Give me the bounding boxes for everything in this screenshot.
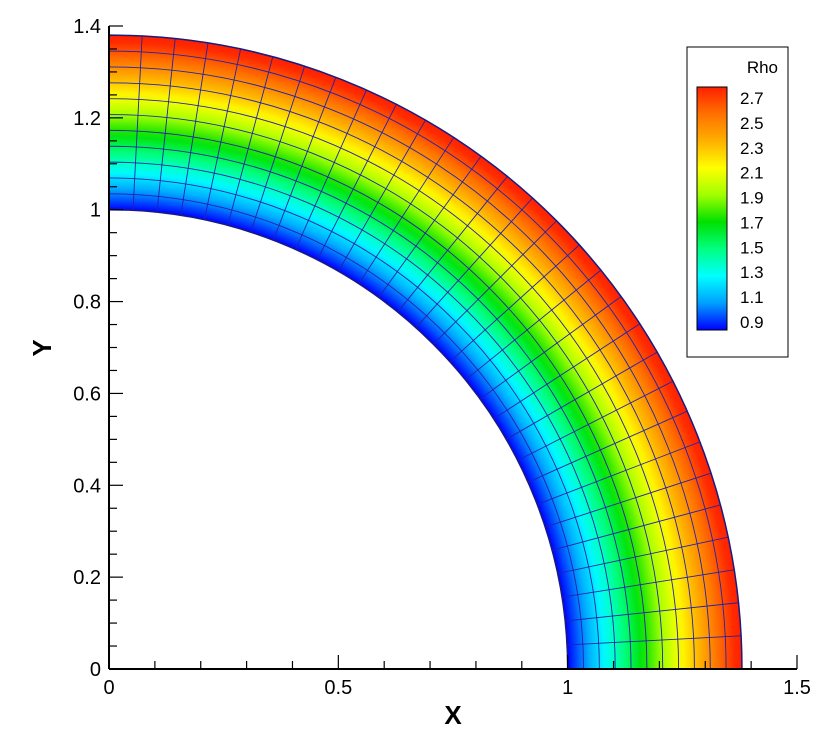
x-tick-labels: 0 0.5 1 1.5 (103, 677, 810, 699)
mesh-ray (517, 380, 674, 461)
legend-title: Rho (747, 58, 778, 77)
mesh-ray (378, 155, 482, 298)
y-tick-label: 0.8 (73, 292, 101, 314)
mesh-ray (316, 104, 397, 260)
colorbar-labels: 2.7 2.5 2.3 2.1 1.9 1.7 1.5 1.3 1.1 0.9 (740, 89, 764, 332)
mesh-ray (272, 77, 337, 241)
y-tick-label: 0.2 (73, 567, 101, 589)
mesh-ray (449, 244, 580, 363)
density-field (109, 35, 742, 669)
colorbar-label: 0.9 (740, 313, 764, 332)
x-tick-label: 1.5 (783, 677, 811, 699)
mesh-ray (561, 569, 735, 598)
colorbar-label: 2.1 (740, 164, 764, 183)
domain-boundary (108, 34, 743, 670)
mesh-ray (250, 66, 306, 233)
axes (108, 25, 798, 670)
mesh-ray (479, 296, 622, 400)
mesh-ray (527, 410, 688, 483)
mesh-ray (505, 351, 658, 440)
mesh-ray (565, 602, 739, 622)
y-tick-label: 1 (90, 200, 101, 222)
mesh-ray (397, 176, 508, 313)
mesh-ray (567, 635, 742, 646)
y-tick-label: 0 (90, 659, 101, 681)
mesh-grid (109, 36, 742, 669)
colorbar-label: 2.7 (740, 89, 764, 108)
mesh-ray (203, 48, 242, 220)
colorbar-label: 1.9 (740, 189, 764, 208)
colorbar-legend: Rho 2.7 2.5 2.3 2.1 1.9 1.7 1.5 1.3 1.1 0.9 (686, 46, 789, 358)
colorbar-label: 1.1 (740, 288, 764, 307)
y-tick-label: 0.4 (73, 475, 101, 497)
y-tick-label: 1.4 (73, 16, 101, 38)
mesh-ray (551, 504, 721, 551)
mesh-ray (557, 536, 729, 574)
colorbar-label: 2.5 (740, 114, 764, 133)
colorbar-label: 2.3 (740, 139, 764, 158)
mesh-ray (415, 197, 533, 328)
mesh-ray (358, 137, 455, 285)
mesh-ray (295, 89, 367, 250)
mesh-ray (545, 472, 712, 528)
mesh-ray (156, 38, 176, 213)
mesh-ray (537, 441, 701, 505)
mesh-ray (132, 36, 143, 211)
colorbar (696, 86, 728, 331)
y-tick-labels: 0 0.2 0.4 0.6 0.8 1 1.2 1.4 (73, 16, 101, 681)
mesh-ray (227, 56, 274, 226)
mesh-ray (465, 269, 602, 381)
colorbar-label: 1.3 (740, 263, 764, 282)
x-tick-label: 0 (103, 677, 114, 699)
x-tick-label: 0.5 (324, 677, 352, 699)
colorbar-label: 1.5 (740, 238, 764, 257)
mesh-ray (337, 119, 426, 272)
colorbar-label: 1.7 (740, 213, 764, 232)
y-axis-title: Y (27, 339, 57, 356)
x-axis-title: X (444, 700, 462, 730)
y-tick-label: 1.2 (73, 108, 101, 130)
y-tick-label: 0.6 (73, 383, 101, 405)
x-tick-label: 1 (562, 677, 573, 699)
mesh-ray (493, 323, 641, 420)
mesh-ray (433, 220, 557, 345)
mesh-ray (180, 42, 209, 216)
